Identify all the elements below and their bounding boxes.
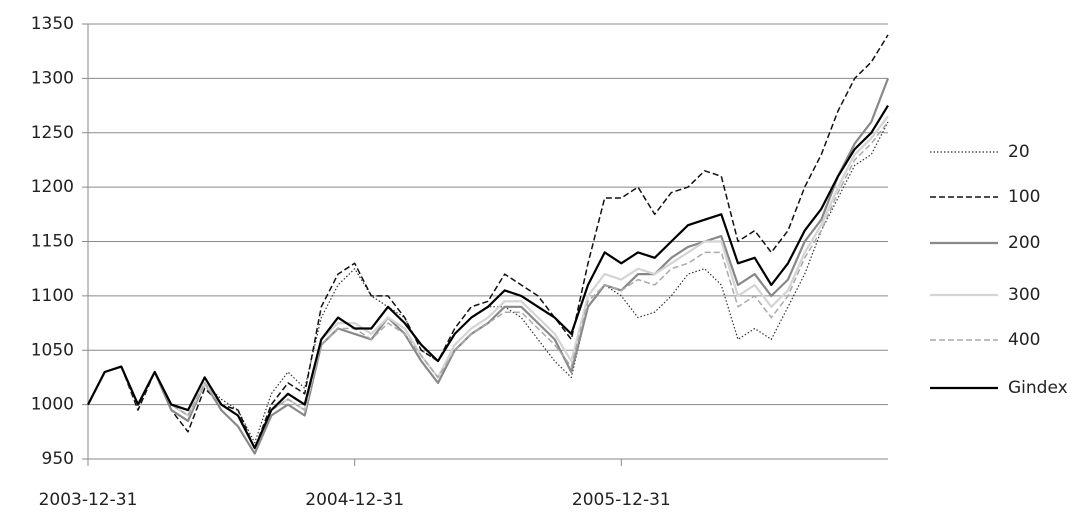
y-tick-label: 1200 bbox=[31, 177, 74, 197]
y-tick-label: 1150 bbox=[31, 232, 74, 252]
y-tick-label: 1000 bbox=[31, 395, 74, 415]
y-tick-label: 1100 bbox=[31, 286, 74, 306]
y-tick-label: 1350 bbox=[31, 14, 74, 34]
legend-label: Gindex bbox=[1008, 378, 1068, 398]
legend-label: 100 bbox=[1008, 187, 1040, 207]
legend-label: 200 bbox=[1008, 233, 1040, 253]
legend-label: 20 bbox=[1008, 142, 1030, 162]
x-tick-label: 2004-12-31 bbox=[305, 490, 404, 510]
legend-label: 400 bbox=[1008, 330, 1040, 350]
y-tick-label: 1250 bbox=[31, 123, 74, 143]
x-tick-label: 2005-12-31 bbox=[572, 490, 671, 510]
series-line bbox=[87, 78, 890, 455]
series-line bbox=[87, 121, 889, 449]
y-tick-label: 1300 bbox=[31, 68, 74, 88]
y-tick-label: 950 bbox=[42, 449, 74, 469]
series-line bbox=[87, 115, 889, 450]
y-tick-label: 1050 bbox=[31, 340, 74, 360]
series-line bbox=[87, 105, 889, 450]
legend-label: 300 bbox=[1008, 285, 1040, 305]
x-tick-label: 2003-12-31 bbox=[39, 490, 138, 510]
series-line bbox=[87, 121, 889, 444]
